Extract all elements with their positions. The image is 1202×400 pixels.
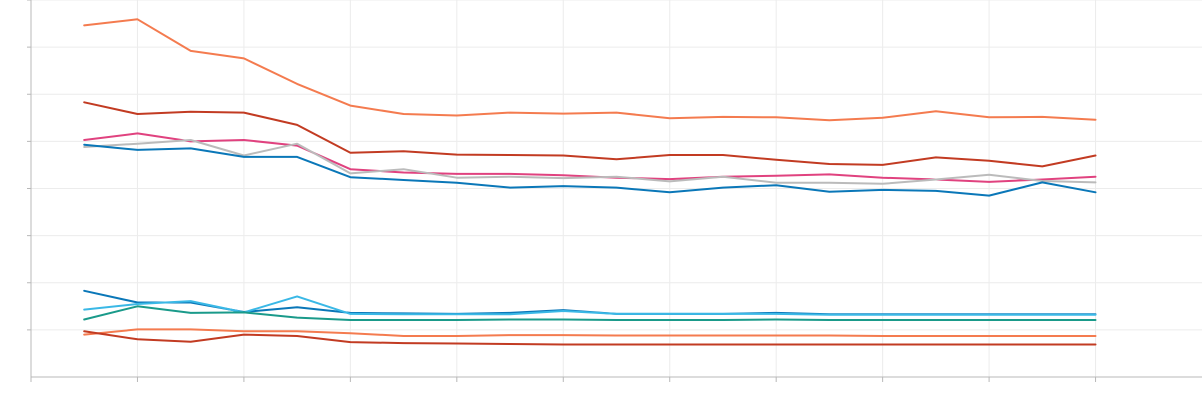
series-line-8	[83, 305, 1097, 321]
series-line-10	[83, 330, 1097, 346]
series-line-2	[83, 101, 1097, 168]
series-line-5	[83, 143, 1097, 197]
series-layer	[83, 18, 1097, 346]
axis-layer	[27, 0, 1202, 382]
series-line-7	[83, 295, 1097, 316]
series-line-9	[83, 328, 1097, 337]
series-line-1	[83, 18, 1097, 122]
series-line-4	[83, 139, 1097, 185]
